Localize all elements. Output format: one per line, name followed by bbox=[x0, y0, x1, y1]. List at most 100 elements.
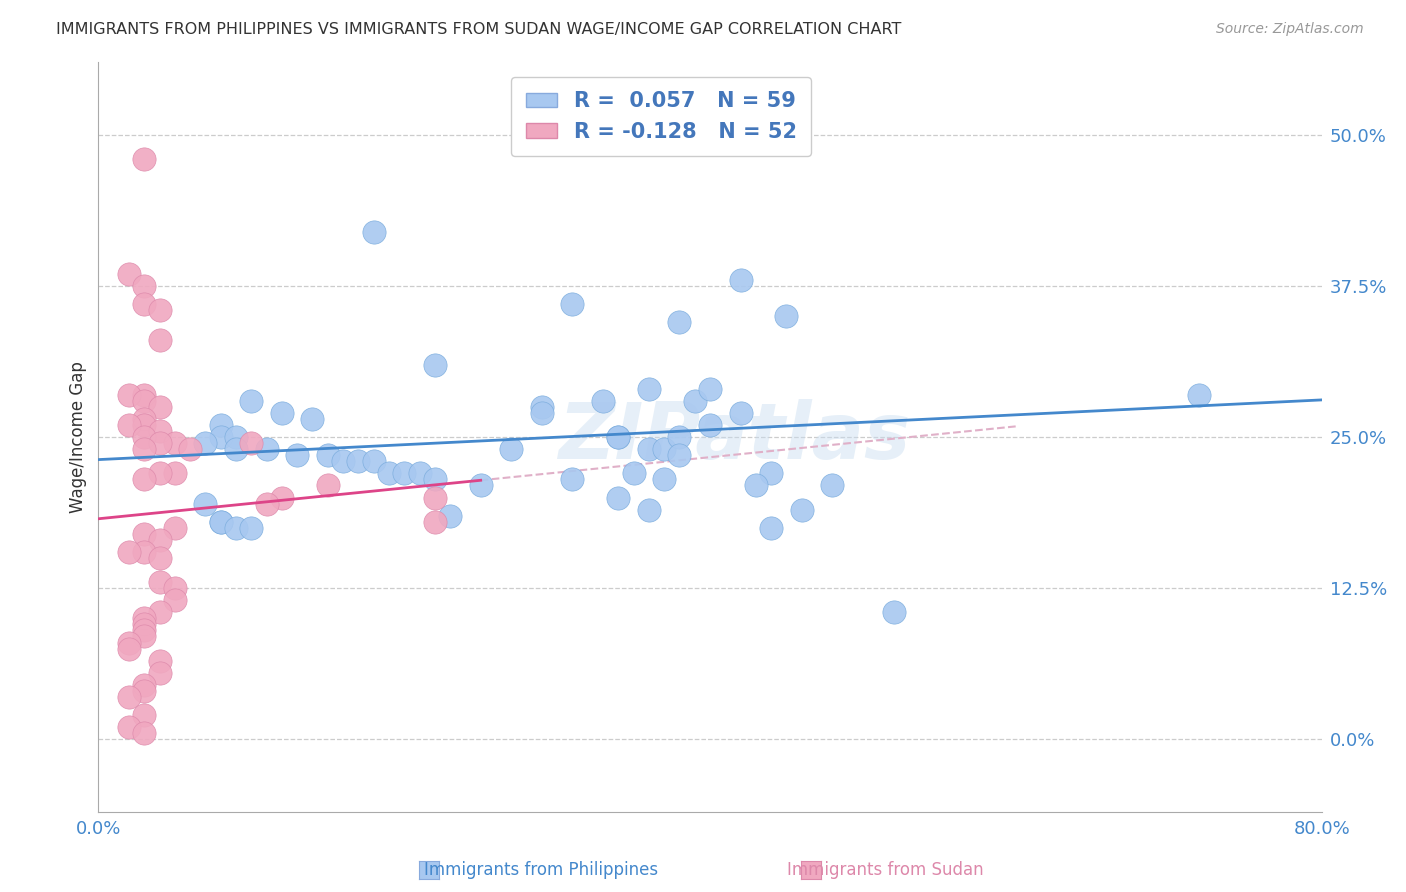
Point bbox=[652, 472, 675, 486]
Point bbox=[332, 454, 354, 468]
Point bbox=[240, 436, 263, 450]
Point bbox=[149, 436, 172, 450]
Point bbox=[561, 472, 583, 486]
Point bbox=[501, 442, 523, 457]
Point bbox=[637, 502, 661, 516]
Point bbox=[775, 310, 797, 324]
Point bbox=[423, 358, 446, 372]
Point bbox=[163, 521, 186, 535]
Point bbox=[134, 611, 156, 625]
Point bbox=[270, 406, 292, 420]
Point bbox=[423, 472, 446, 486]
Point bbox=[149, 467, 172, 481]
Point bbox=[149, 334, 172, 348]
Point bbox=[240, 393, 263, 408]
Point bbox=[408, 467, 430, 481]
Point bbox=[423, 515, 446, 529]
Point bbox=[179, 442, 201, 457]
Point bbox=[225, 430, 247, 444]
Point bbox=[530, 400, 553, 414]
Point bbox=[149, 400, 172, 414]
Point bbox=[378, 467, 401, 481]
Point bbox=[256, 442, 278, 457]
Point bbox=[118, 417, 141, 432]
Point bbox=[163, 593, 186, 607]
Point bbox=[561, 297, 583, 311]
Point bbox=[637, 442, 661, 457]
Point bbox=[194, 436, 217, 450]
Point bbox=[607, 430, 630, 444]
Point bbox=[607, 491, 630, 505]
Point bbox=[134, 545, 156, 559]
Point bbox=[149, 533, 172, 547]
Point bbox=[134, 726, 156, 740]
Point bbox=[149, 303, 172, 318]
Point bbox=[134, 472, 156, 486]
Point bbox=[316, 478, 339, 492]
Point bbox=[118, 690, 141, 704]
Point bbox=[134, 388, 156, 402]
Point bbox=[149, 605, 172, 619]
Point bbox=[439, 508, 461, 523]
Point bbox=[118, 388, 141, 402]
Point bbox=[134, 624, 156, 638]
Point bbox=[592, 393, 614, 408]
Point bbox=[270, 491, 292, 505]
Point bbox=[225, 442, 247, 457]
Point bbox=[316, 448, 339, 462]
Point bbox=[163, 436, 186, 450]
Point bbox=[134, 617, 156, 632]
Point bbox=[699, 382, 721, 396]
Point bbox=[134, 684, 156, 698]
Point bbox=[668, 315, 690, 329]
Point bbox=[134, 417, 156, 432]
Point bbox=[637, 382, 661, 396]
Point bbox=[194, 497, 217, 511]
Point bbox=[240, 521, 263, 535]
Point bbox=[134, 279, 156, 293]
Point bbox=[209, 417, 232, 432]
Point bbox=[363, 454, 385, 468]
Point bbox=[149, 424, 172, 438]
Point bbox=[134, 297, 156, 311]
Point bbox=[363, 225, 385, 239]
Point bbox=[683, 393, 706, 408]
Point bbox=[149, 665, 172, 680]
Point bbox=[730, 406, 752, 420]
Text: Immigrants from Sudan: Immigrants from Sudan bbox=[787, 861, 984, 879]
Point bbox=[134, 630, 156, 644]
Point bbox=[470, 478, 492, 492]
Point bbox=[1188, 388, 1211, 402]
Text: IMMIGRANTS FROM PHILIPPINES VS IMMIGRANTS FROM SUDAN WAGE/INCOME GAP CORRELATION: IMMIGRANTS FROM PHILIPPINES VS IMMIGRANT… bbox=[56, 22, 901, 37]
Point bbox=[256, 497, 278, 511]
Point bbox=[392, 467, 416, 481]
Point bbox=[730, 273, 752, 287]
Point bbox=[163, 467, 186, 481]
Point bbox=[225, 521, 247, 535]
Point bbox=[134, 678, 156, 692]
Point bbox=[668, 128, 690, 142]
Point bbox=[118, 545, 141, 559]
Point bbox=[285, 448, 308, 462]
Text: ZIPatlas: ZIPatlas bbox=[558, 399, 911, 475]
Point bbox=[607, 430, 630, 444]
Text: Immigrants from Philippines: Immigrants from Philippines bbox=[425, 861, 658, 879]
Point bbox=[134, 393, 156, 408]
Point bbox=[759, 467, 782, 481]
Text: Source: ZipAtlas.com: Source: ZipAtlas.com bbox=[1216, 22, 1364, 37]
Point bbox=[118, 641, 141, 656]
Point bbox=[699, 417, 721, 432]
Point bbox=[790, 502, 813, 516]
Point bbox=[883, 605, 905, 619]
Point bbox=[209, 430, 232, 444]
Point bbox=[149, 575, 172, 590]
Point bbox=[745, 478, 768, 492]
Point bbox=[209, 515, 232, 529]
Point bbox=[652, 442, 675, 457]
Point bbox=[134, 708, 156, 723]
Point bbox=[668, 430, 690, 444]
Point bbox=[209, 515, 232, 529]
Point bbox=[134, 152, 156, 166]
Point bbox=[347, 454, 370, 468]
Point bbox=[668, 448, 690, 462]
